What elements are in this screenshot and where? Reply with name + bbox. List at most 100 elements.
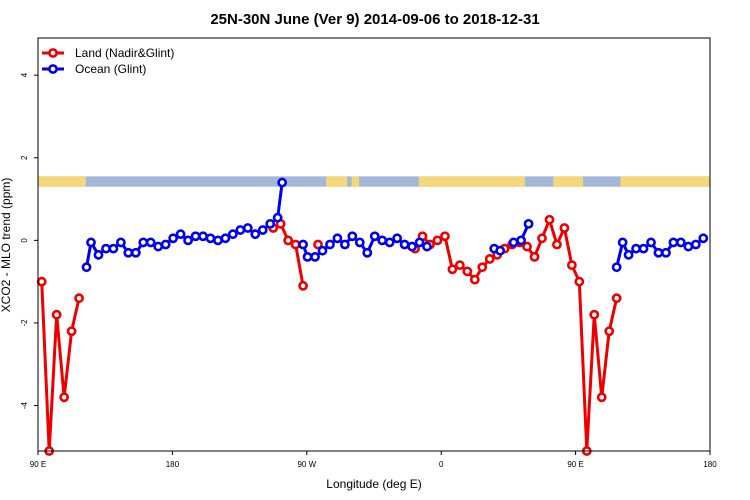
x-tick-label: 180	[166, 460, 180, 469]
land-band-segment	[620, 176, 710, 187]
x-tick-label: 90 E	[30, 460, 46, 469]
data-point	[81, 262, 92, 273]
data-point	[51, 309, 62, 320]
data-point	[250, 229, 261, 240]
data-point	[422, 241, 432, 252]
data-point	[130, 247, 141, 258]
data-point	[544, 214, 555, 225]
data-point	[399, 239, 410, 250]
legend-swatch-marker	[48, 64, 58, 74]
chart-title: 25N-30N June (Ver 9) 2014-09-06 to 2018-…	[210, 11, 539, 28]
data-point	[638, 243, 649, 254]
data-point	[690, 239, 701, 250]
data-point	[354, 237, 365, 248]
y-axis: -4 -2 0 2 4	[20, 72, 38, 409]
series-layer	[36, 177, 709, 456]
data-point	[115, 237, 126, 248]
data-point	[298, 280, 308, 291]
data-point	[227, 229, 238, 240]
land-band-segment	[326, 176, 348, 187]
data-point	[661, 247, 671, 258]
data-point	[611, 262, 622, 273]
data-point	[138, 237, 149, 248]
data-point	[198, 231, 208, 242]
series-line	[85, 182, 284, 268]
data-point	[347, 231, 358, 242]
land-band-segment	[553, 176, 584, 187]
data-point	[646, 237, 656, 248]
plot-frame	[37, 37, 711, 452]
data-point	[589, 309, 600, 320]
data-point	[495, 245, 506, 256]
data-point	[537, 233, 547, 244]
data-point	[683, 241, 694, 252]
data-point	[160, 239, 171, 250]
data-point	[484, 254, 495, 264]
data-point	[339, 239, 350, 250]
data-point	[611, 293, 622, 304]
legend-label: Land (Nadir&Glint)	[75, 46, 174, 60]
data-point	[235, 225, 246, 235]
data-point	[559, 223, 570, 233]
data-point	[653, 247, 664, 258]
data-point	[462, 266, 473, 277]
y-axis-label: XCO2 - MLO trend (ppm)	[0, 178, 13, 313]
data-point	[298, 239, 308, 250]
land-ocean-band	[38, 176, 710, 187]
data-point	[574, 276, 585, 287]
data-point	[310, 251, 320, 262]
x-axis-label: Longitude (deg E)	[326, 477, 421, 491]
data-point	[317, 245, 328, 256]
x-tick-label: 90 E	[567, 460, 583, 469]
data-point	[617, 237, 628, 248]
y-tick-label: -2	[20, 319, 29, 327]
ocean-band	[38, 176, 710, 187]
land-band-segment	[418, 176, 525, 187]
data-point	[74, 293, 84, 304]
data-point	[454, 260, 465, 271]
data-point	[384, 237, 395, 248]
data-point	[313, 239, 323, 250]
data-point	[190, 231, 201, 242]
data-point	[522, 241, 532, 252]
x-tick-label: 0	[439, 460, 444, 469]
data-point	[332, 233, 343, 244]
data-point	[108, 243, 119, 254]
x-axis: 90 E 180 90 W 0 90 E 180	[30, 451, 717, 469]
data-point	[469, 274, 480, 285]
data-point	[325, 239, 335, 250]
series-ocean	[81, 177, 709, 273]
data-point	[145, 237, 156, 248]
data-point	[66, 326, 77, 337]
series-line	[272, 222, 305, 287]
data-point	[668, 237, 679, 248]
data-point	[242, 223, 253, 233]
x-tick-label: 90 W	[297, 460, 316, 469]
data-point	[213, 235, 223, 246]
y-tick-label: 2	[20, 155, 29, 160]
data-point	[277, 177, 288, 188]
data-point	[508, 237, 519, 248]
data-point	[101, 243, 111, 254]
data-point	[407, 241, 417, 252]
data-point	[369, 231, 380, 242]
x-tick-label: 180	[703, 460, 717, 469]
data-point	[86, 237, 96, 248]
data-point	[265, 218, 276, 229]
data-point	[257, 225, 268, 235]
series-line	[413, 218, 619, 453]
land-band-segment	[38, 176, 86, 187]
data-point	[290, 239, 301, 250]
data-point	[698, 233, 709, 244]
data-point	[523, 218, 534, 229]
data-point	[205, 233, 216, 244]
data-point	[153, 241, 164, 252]
data-point	[529, 251, 540, 262]
legend-label: Ocean (Glint)	[75, 62, 146, 76]
y-tick-label: -4	[20, 401, 29, 409]
data-point	[432, 235, 443, 246]
data-point	[377, 235, 388, 246]
data-point	[283, 235, 294, 246]
land-band-segment	[351, 176, 360, 187]
